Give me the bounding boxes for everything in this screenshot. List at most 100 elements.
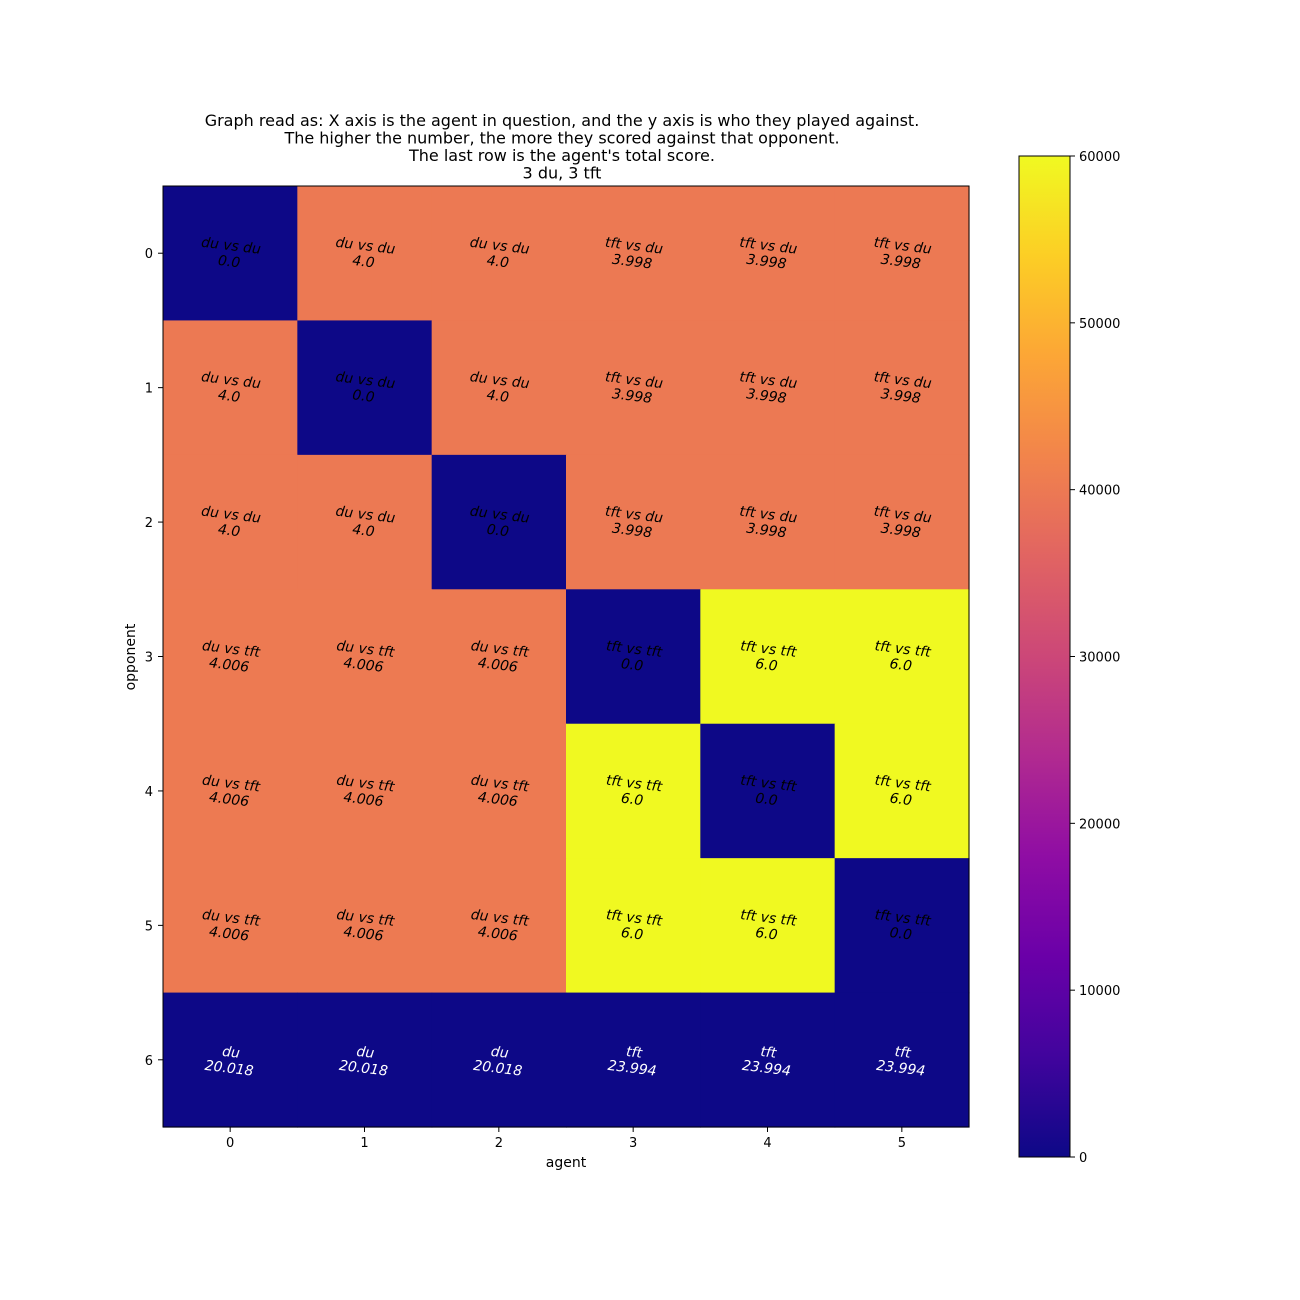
y-tick-label: 6 bbox=[145, 1054, 153, 1069]
heatmap-cell bbox=[163, 589, 298, 725]
heatmap-cell bbox=[431, 589, 567, 725]
cell-label: tft vs tft0.0 bbox=[737, 773, 797, 812]
colorbar-ticks: 0 10000 20000 30000 40000 50000 60000 bbox=[1070, 150, 1120, 1166]
heatmap-cell bbox=[431, 992, 567, 1128]
cell-label: tft vs tft0.0 bbox=[872, 907, 932, 946]
cell-label: du vs tft4.006 bbox=[199, 773, 261, 812]
title-line: The last row is the agent's total score. bbox=[408, 146, 715, 165]
heatmap-cell bbox=[163, 992, 298, 1128]
cell-label: du vs tft4.006 bbox=[199, 907, 261, 946]
cell-label: tft23.994 bbox=[607, 1042, 660, 1080]
x-axis: 0 1 2 3 4 5 bbox=[226, 1127, 906, 1151]
cell-label: tft vs tft6.0 bbox=[872, 773, 932, 812]
cell-label: tft vs du3.998 bbox=[871, 369, 933, 408]
cell-label: tft vs tft6.0 bbox=[872, 638, 932, 677]
cell-label: tft vs du3.998 bbox=[602, 369, 664, 408]
cell-label: du vs tft4.006 bbox=[334, 907, 396, 946]
title-line: The higher the number, the more they sco… bbox=[283, 129, 839, 148]
cell-label: du20.018 bbox=[338, 1042, 391, 1080]
heatmap-cell bbox=[834, 589, 970, 725]
cell-label: tft vs du3.998 bbox=[602, 504, 664, 543]
cell-label: tft vs tft6.0 bbox=[737, 638, 797, 677]
cell-label: tft vs tft6.0 bbox=[737, 907, 797, 946]
heatmap-cell bbox=[700, 186, 836, 322]
colorbar-tick-label: 50000 bbox=[1079, 317, 1120, 332]
heatmap-cell bbox=[700, 992, 836, 1128]
heatmap-cell bbox=[163, 858, 298, 994]
y-tick-label: 1 bbox=[145, 382, 153, 397]
colorbar-tick-label: 60000 bbox=[1079, 150, 1120, 165]
x-axis-label: agent bbox=[546, 1155, 587, 1171]
cell-label: du vs tft4.006 bbox=[468, 638, 530, 677]
x-tick-label: 2 bbox=[495, 1136, 503, 1151]
cell-label: tft vs tft6.0 bbox=[603, 907, 663, 946]
heatmap-cell bbox=[565, 320, 701, 456]
cell-label: du vs du4.0 bbox=[333, 235, 397, 274]
heatmap-cell bbox=[834, 186, 970, 322]
heatmap-cell bbox=[297, 723, 433, 859]
heatmap-cell bbox=[834, 992, 970, 1128]
colorbar-tick-label: 20000 bbox=[1079, 817, 1120, 832]
x-tick-label: 5 bbox=[898, 1136, 906, 1151]
cell-label: du vs tft4.006 bbox=[468, 773, 530, 812]
heatmap-cell bbox=[700, 858, 836, 994]
cell-label: du20.018 bbox=[472, 1042, 525, 1080]
heatmap-cell bbox=[565, 992, 701, 1128]
x-tick-label: 3 bbox=[629, 1136, 637, 1151]
cell-labels: du vs du0.0 du vs du4.0 du vs du4.0 tft vs … bbox=[198, 235, 933, 1080]
y-tick-label: 0 bbox=[145, 247, 153, 262]
cell-label: du vs du4.0 bbox=[198, 504, 262, 543]
y-tick-label: 2 bbox=[145, 516, 153, 531]
y-tick-label: 3 bbox=[145, 651, 153, 666]
heatmap-cell bbox=[700, 723, 836, 859]
heatmap-cell bbox=[565, 186, 701, 322]
heatmap-cell bbox=[431, 858, 567, 994]
cell-label: du vs du0.0 bbox=[198, 235, 262, 274]
heatmap-cell bbox=[297, 320, 433, 456]
title-line: 3 du, 3 tft bbox=[523, 164, 602, 183]
heatmap-cell bbox=[163, 723, 298, 859]
y-tick-label: 4 bbox=[145, 785, 153, 800]
heatmap-cell bbox=[700, 589, 836, 725]
cell-label: du vs du0.0 bbox=[333, 369, 397, 408]
cell-label: du vs tft4.006 bbox=[468, 907, 530, 946]
cell-label: tft vs du3.998 bbox=[737, 369, 799, 408]
heatmap-cell bbox=[297, 992, 433, 1128]
heatmap-cell bbox=[431, 723, 567, 859]
colorbar-tick-label: 40000 bbox=[1079, 484, 1120, 499]
heatmap-cell bbox=[834, 723, 970, 859]
heatmap-cell bbox=[834, 320, 970, 456]
cell-label: tft vs tft0.0 bbox=[603, 638, 663, 677]
cell-label: tft vs tft6.0 bbox=[603, 773, 663, 812]
cell-label: tft vs du3.998 bbox=[871, 235, 933, 274]
cell-label: du vs tft4.006 bbox=[199, 638, 261, 677]
heatmap-cell bbox=[163, 454, 298, 590]
heatmap-cell bbox=[297, 186, 433, 322]
cell-label: du vs du4.0 bbox=[198, 369, 262, 408]
cell-label: tft vs du3.998 bbox=[602, 235, 664, 274]
chart-title: Graph read as: X axis is the agent in qu… bbox=[205, 111, 920, 183]
cell-label: tft vs du3.998 bbox=[737, 504, 799, 543]
heatmap-cell bbox=[700, 320, 836, 456]
cell-label: du vs du4.0 bbox=[467, 235, 531, 274]
cell-label: du vs du4.0 bbox=[467, 369, 531, 408]
colorbar-tick-label: 10000 bbox=[1079, 984, 1120, 999]
colorbar-tick-label: 30000 bbox=[1079, 651, 1120, 666]
cell-label: du vs du0.0 bbox=[467, 504, 531, 543]
colorbar bbox=[1018, 155, 1071, 1158]
heatmap-cell bbox=[163, 320, 298, 456]
heatmap-cell bbox=[297, 454, 433, 590]
heatmap-cell bbox=[565, 454, 701, 590]
y-axis-label: opponent bbox=[123, 623, 139, 690]
cell-label: du vs tft4.006 bbox=[334, 638, 396, 677]
heatmap-cell bbox=[163, 186, 298, 322]
y-axis: 0 1 2 3 4 5 6 bbox=[145, 247, 163, 1069]
heatmap-cell bbox=[700, 454, 836, 590]
heatmap-cell bbox=[431, 186, 567, 322]
heatmap-cell bbox=[565, 723, 701, 859]
heatmap-cells bbox=[163, 186, 970, 1128]
x-tick-label: 0 bbox=[226, 1136, 234, 1151]
heatmap-cell bbox=[297, 858, 433, 994]
cell-label: du20.018 bbox=[204, 1042, 257, 1080]
